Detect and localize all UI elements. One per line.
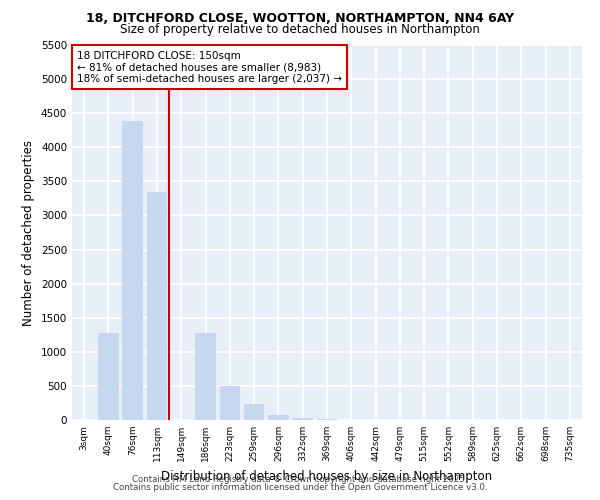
Bar [292,418,313,420]
Text: 18 DITCHFORD CLOSE: 150sqm
← 81% of detached houses are smaller (8,983)
18% of s: 18 DITCHFORD CLOSE: 150sqm ← 81% of deta… [77,50,342,84]
Bar [195,332,216,420]
Bar [220,386,240,420]
Bar [220,386,240,420]
Text: Contains public sector information licensed under the Open Government Licence v3: Contains public sector information licen… [113,483,487,492]
X-axis label: Distribution of detached houses by size in Northampton: Distribution of detached houses by size … [161,470,493,482]
Bar [244,404,265,420]
Bar [195,332,216,420]
Bar [268,414,289,420]
Y-axis label: Number of detached properties: Number of detached properties [22,140,35,326]
Bar [244,404,265,420]
Bar [98,332,119,420]
Text: Contains HM Land Registry data © Crown copyright and database right 2025.: Contains HM Land Registry data © Crown c… [132,475,468,484]
Bar [122,122,143,420]
Text: 18, DITCHFORD CLOSE, WOOTTON, NORTHAMPTON, NN4 6AY: 18, DITCHFORD CLOSE, WOOTTON, NORTHAMPTO… [86,12,514,26]
Text: Size of property relative to detached houses in Northampton: Size of property relative to detached ho… [120,22,480,36]
Bar [292,418,313,420]
Bar [268,414,289,420]
Bar [146,192,167,420]
Bar [98,332,119,420]
Bar [146,192,167,420]
Bar [122,122,143,420]
